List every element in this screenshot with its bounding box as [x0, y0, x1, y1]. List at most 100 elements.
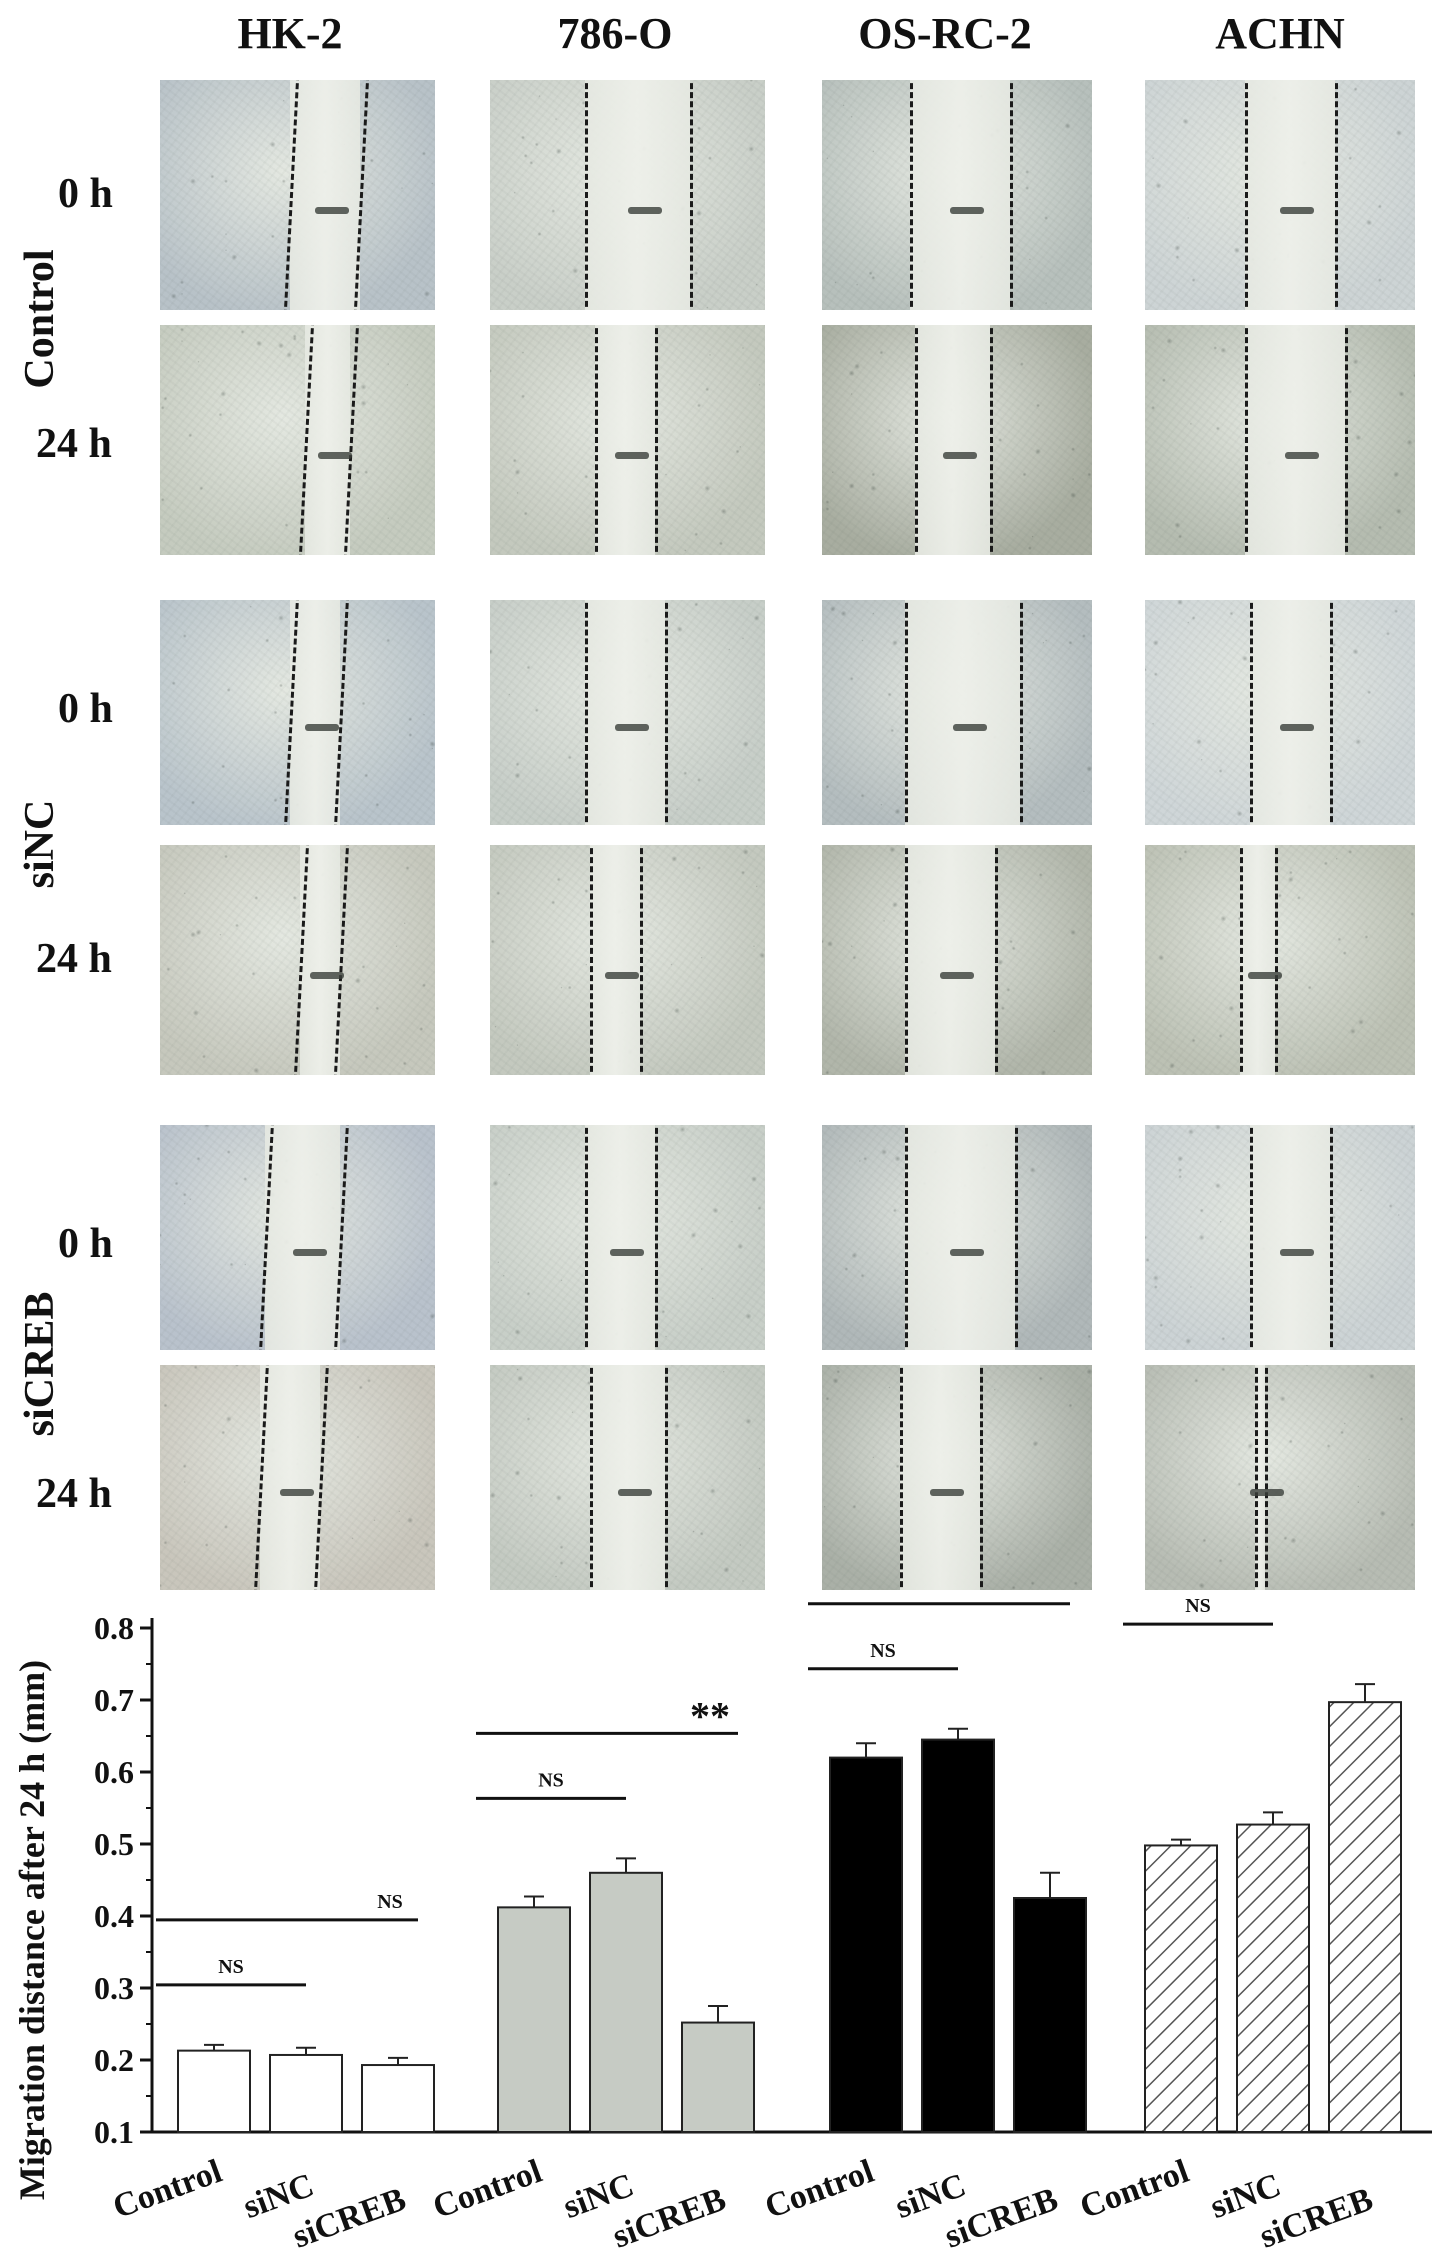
scratch-wound-gap — [585, 600, 665, 825]
cell-texture — [1145, 1365, 1415, 1590]
column-title-achn: ACHN — [1215, 9, 1345, 58]
micrograph-panel — [1145, 80, 1415, 310]
reference-mark — [930, 1489, 964, 1496]
scratch-wound-gap — [905, 600, 1020, 825]
bar-osrc2-sicreb — [1013, 1897, 1087, 2133]
scratch-wound-gap — [595, 325, 655, 555]
scratch-wound-gap — [1250, 600, 1330, 825]
significance-label: NS — [218, 1956, 244, 1978]
scratch-wound-gap — [585, 1125, 655, 1350]
wound-edge-right — [655, 1125, 658, 1350]
reference-mark — [615, 452, 649, 459]
time-label-control-24h: 24 h — [36, 421, 112, 467]
wound-edge-left — [905, 845, 908, 1075]
y-axis-label: Migration distance after 24 h (mm) — [12, 1660, 52, 2200]
wound-edge-left — [1245, 325, 1248, 555]
bar-achn-control — [1144, 1844, 1218, 2133]
bar-786o-sinc — [589, 1871, 663, 2133]
time-label-sicreb-0h: 0 h — [58, 1221, 113, 1267]
scratch-wound-gap — [1255, 1365, 1265, 1590]
y-tick-label: 0.7 — [94, 1682, 134, 1718]
significance-label: ** — [690, 1693, 730, 1738]
micrograph-panel — [822, 1125, 1092, 1350]
scratch-wound-gap — [1250, 1125, 1330, 1350]
reference-mark — [1247, 972, 1282, 979]
bar-hk2-sinc — [269, 2053, 343, 2133]
reference-mark — [615, 724, 649, 731]
reference-mark — [292, 1249, 327, 1256]
y-tick-label: 0.3 — [94, 1970, 134, 2006]
reference-mark — [1250, 1489, 1284, 1496]
bar-hk2-sicreb — [361, 2064, 435, 2134]
wound-edge-right — [995, 845, 998, 1075]
condition-label-sicreb: siCREB — [17, 1291, 63, 1437]
reference-mark — [952, 724, 987, 731]
reference-mark — [942, 452, 977, 459]
reference-mark — [950, 1249, 984, 1256]
scratch-wound-gap — [915, 325, 990, 555]
wound-edge-left — [900, 1365, 903, 1590]
x-category-label: Control — [428, 2153, 547, 2226]
micrograph-panel — [490, 1125, 765, 1350]
scratch-wound-gap — [290, 80, 360, 310]
wound-edge-left — [915, 325, 918, 555]
reference-mark — [1280, 207, 1314, 214]
wound-edge-right — [1275, 845, 1278, 1075]
scratch-wound-gap — [1245, 325, 1345, 555]
reference-mark — [1285, 452, 1319, 459]
wound-edge-right — [655, 325, 658, 555]
bar-osrc2-control — [829, 1756, 903, 2133]
significance-label: ** — [1022, 1590, 1062, 1609]
scratch-wound-gap — [910, 80, 1010, 310]
wound-edge-right — [1330, 600, 1333, 825]
micrograph-panel — [160, 845, 435, 1075]
bar-hk2-control — [177, 2049, 251, 2134]
micrograph-panel — [490, 600, 765, 825]
wound-edge-left — [905, 600, 908, 825]
y-tick-label: 0.6 — [94, 1754, 134, 1790]
significance-label: NS — [1185, 1595, 1211, 1617]
micrograph-panel — [490, 845, 765, 1075]
wound-edge-right — [1010, 80, 1013, 310]
x-category-label: Control — [108, 2153, 227, 2226]
condition-label-control: Control — [17, 249, 63, 389]
bar-achn-sicreb — [1328, 1701, 1402, 2133]
bar-786o-sicreb — [681, 2021, 755, 2133]
scratch-wound-gap — [590, 845, 640, 1075]
wound-edge-left — [910, 80, 913, 310]
micrograph-panel — [822, 600, 1092, 825]
micrograph-panel — [1145, 600, 1415, 825]
micrograph-panel — [160, 600, 435, 825]
reference-mark — [310, 972, 344, 979]
time-label-sinc-24h: 24 h — [36, 936, 112, 982]
micrograph-panel — [490, 325, 765, 555]
scratch-wound-gap — [305, 325, 350, 555]
scratch-wound-gap — [290, 600, 340, 825]
cell-texture — [160, 325, 435, 555]
micrograph-panel — [822, 325, 1092, 555]
micrograph-panel — [822, 845, 1092, 1075]
x-category-label: Control — [1075, 2153, 1194, 2226]
bar-786o-control — [497, 1906, 571, 2133]
cell-texture — [1145, 845, 1415, 1075]
significance-label: NS — [870, 1640, 896, 1662]
wound-edge-right — [690, 80, 693, 310]
wound-edge-left — [590, 1365, 593, 1590]
wound-edge-right — [990, 325, 993, 555]
wound-edge-left — [905, 1125, 908, 1350]
wound-edge-left — [1250, 600, 1253, 825]
wound-edge-left — [585, 600, 588, 825]
y-tick-label: 0.4 — [94, 1898, 134, 1934]
scratch-wound-gap — [300, 845, 340, 1075]
wound-edge-left — [590, 845, 593, 1075]
reference-mark — [617, 1489, 652, 1496]
micrograph-panel — [822, 80, 1092, 310]
wound-edge-left — [1240, 845, 1243, 1075]
reference-mark — [317, 452, 352, 459]
wound-edge-right — [665, 600, 668, 825]
micrograph-panel — [822, 1365, 1092, 1590]
y-tick-label: 0.2 — [94, 2042, 134, 2078]
wound-edge-right — [1020, 600, 1023, 825]
